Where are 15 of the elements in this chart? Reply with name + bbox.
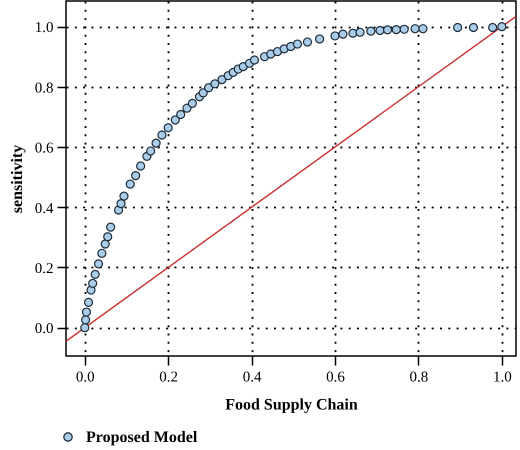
- x-tick-label: 0.8: [410, 370, 428, 386]
- x-tick-label: 0.0: [76, 370, 95, 386]
- x-tick-label: 0.4: [242, 370, 262, 386]
- x-axis-title: Food Supply Chain: [225, 396, 358, 414]
- y-tick-label: 0.0: [34, 321, 54, 338]
- y-tick-label: 1.0: [34, 20, 54, 36]
- x-tick-label: 0.2: [159, 370, 178, 386]
- y-tick-label: 0.2: [34, 260, 54, 277]
- x-tick-label: 0.6: [326, 370, 346, 386]
- y-tick-label: 0.6: [34, 140, 54, 157]
- y-tick-label: 0.4: [34, 200, 54, 217]
- y-tick-label: 0.8: [34, 80, 54, 96]
- x-tick-label: 1.0: [492, 370, 512, 386]
- y-axis-title: sensitivity: [8, 144, 26, 214]
- legend-label: Proposed Model: [86, 429, 198, 446]
